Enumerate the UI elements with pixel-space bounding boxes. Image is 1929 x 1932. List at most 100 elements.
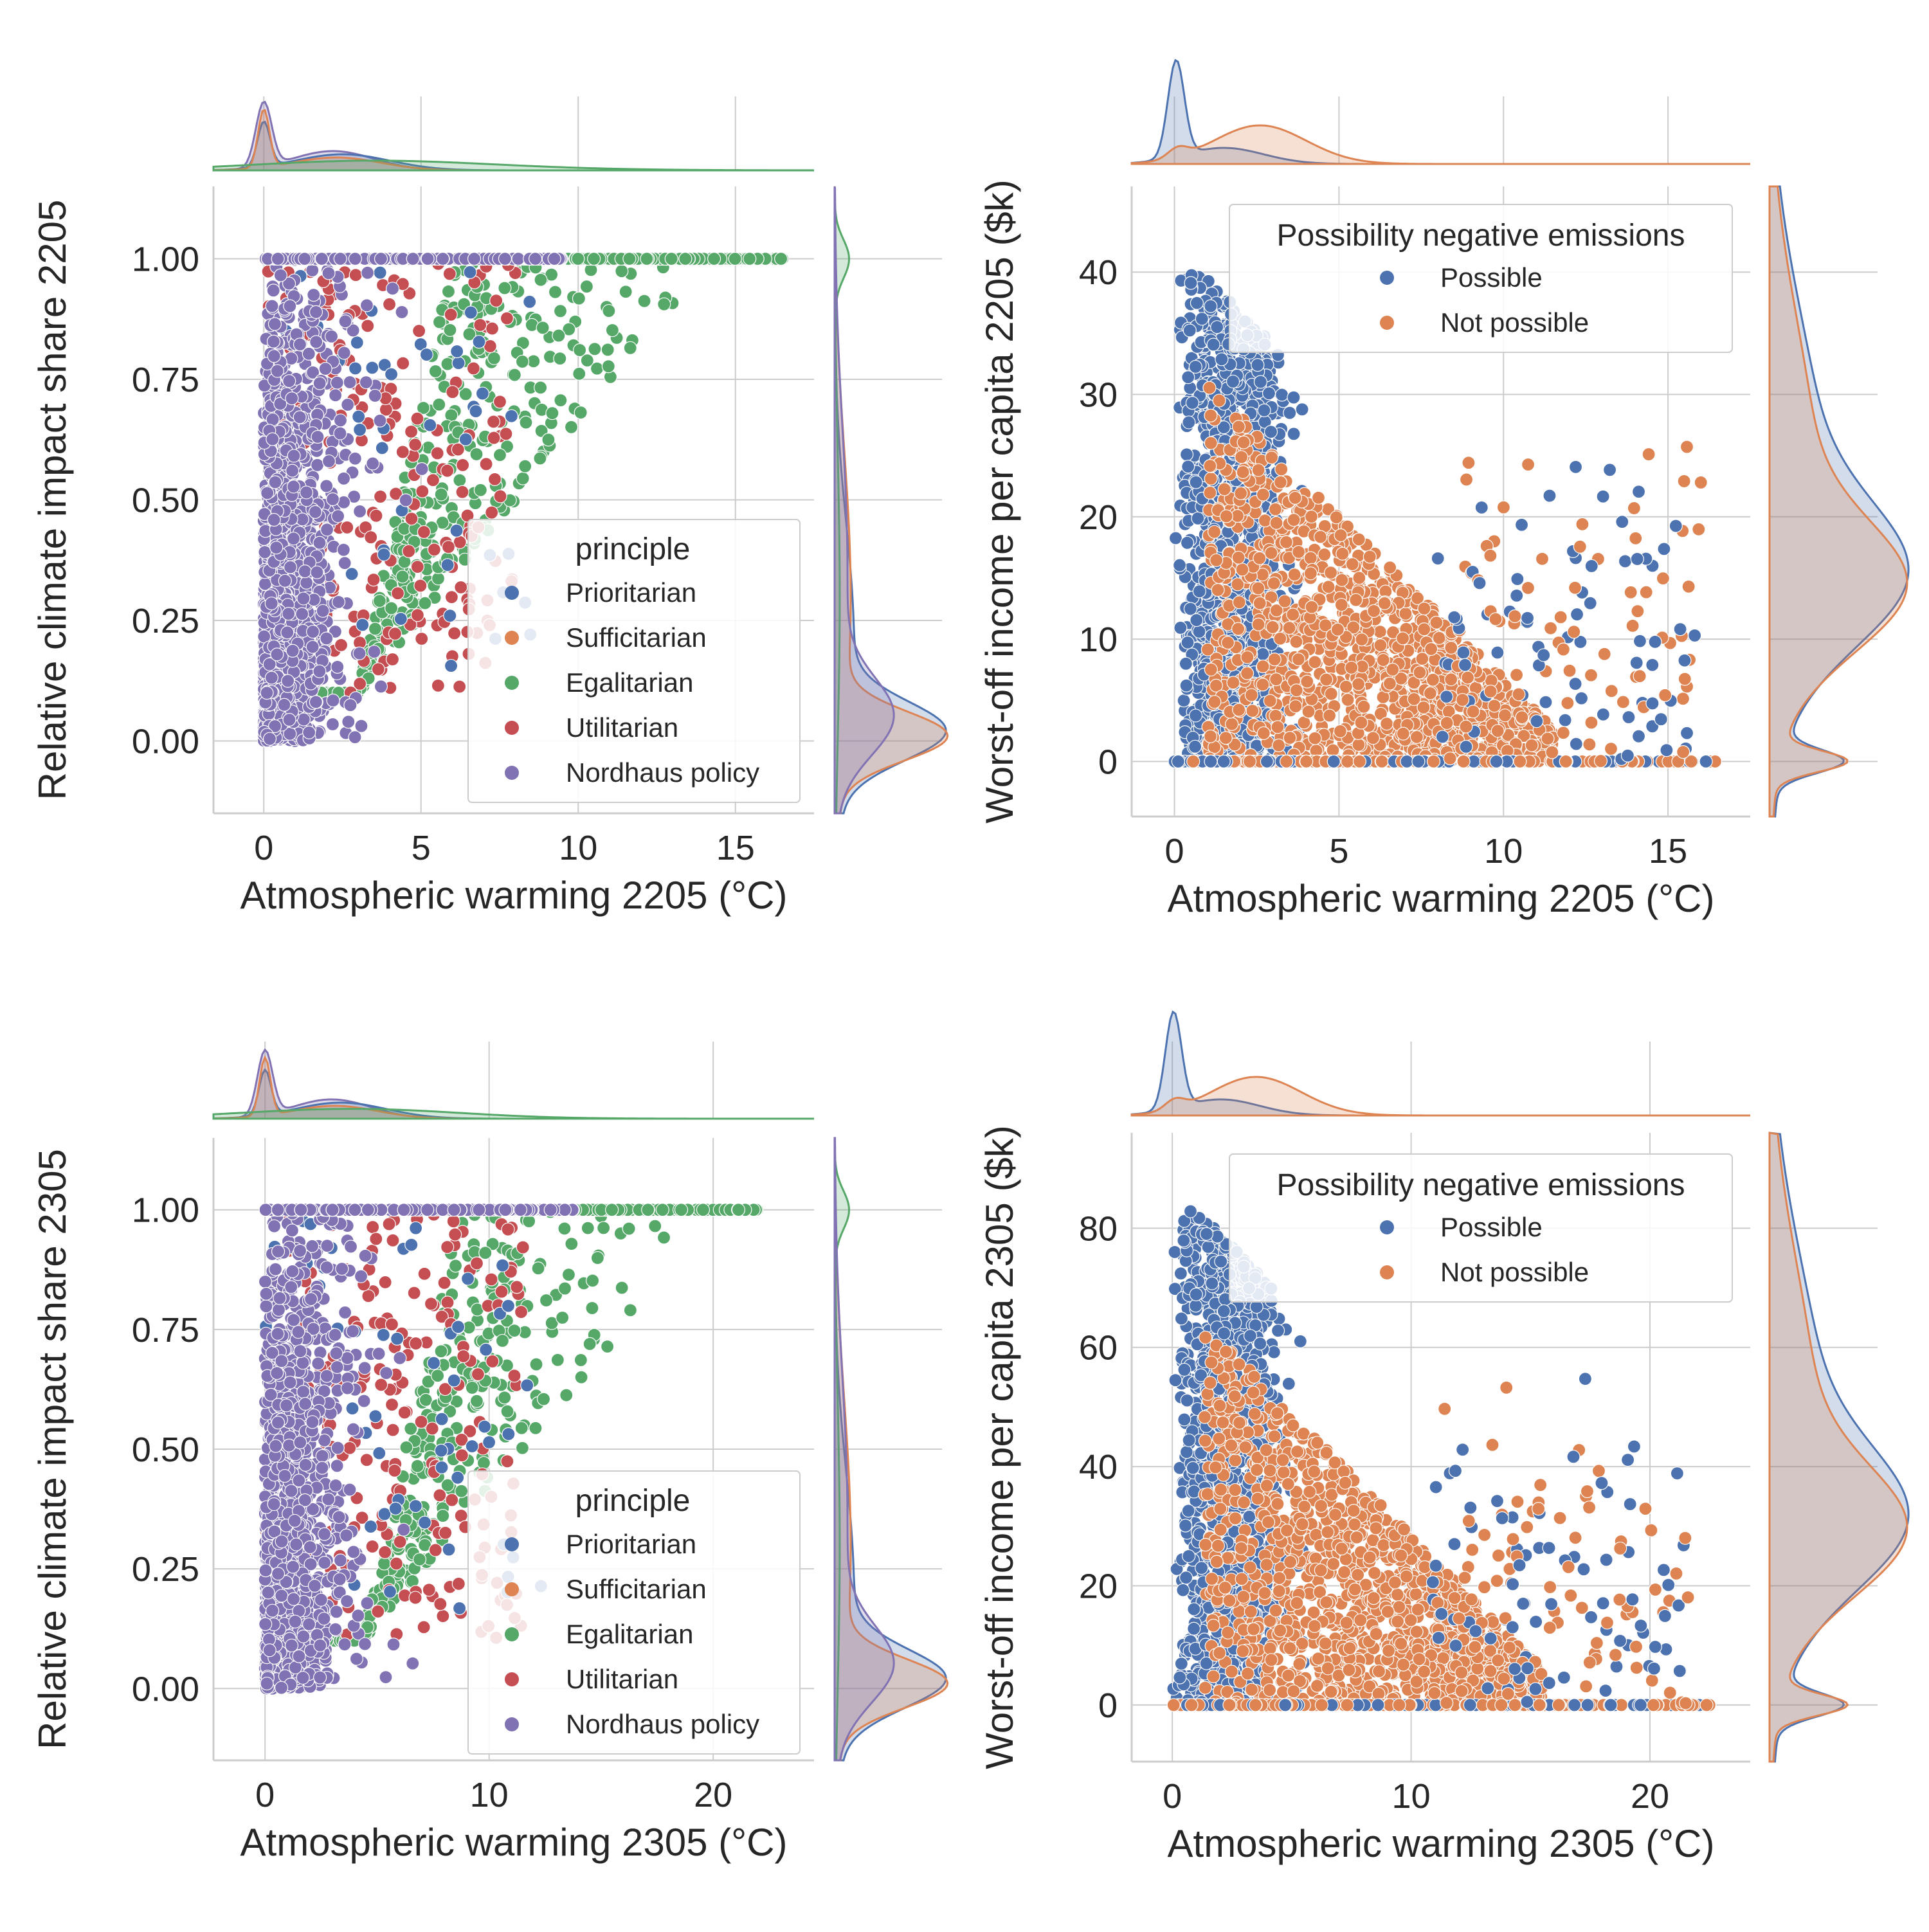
nordhaus-point: [468, 253, 481, 266]
not-possible-point: [1269, 709, 1282, 722]
nordhaus-point: [300, 486, 313, 499]
possible-point: [1186, 397, 1199, 410]
utilitarian-point: [415, 632, 428, 645]
prioritarian-point: [473, 336, 485, 348]
not-possible-point: [1272, 739, 1285, 752]
nordhaus-point: [298, 565, 311, 578]
egalitarian-point: [385, 602, 398, 615]
possible-point: [1181, 448, 1193, 461]
nordhaus-point: [334, 427, 347, 440]
nordhaus-point: [323, 455, 336, 467]
y-tick-label: 0.25: [132, 602, 199, 640]
utilitarian-point: [443, 267, 456, 280]
utilitarian-point: [487, 415, 500, 428]
nordhaus-point: [293, 338, 306, 351]
possible-point: [1181, 636, 1194, 649]
nordhaus-point: [278, 698, 291, 711]
nordhaus-point: [368, 646, 381, 658]
utilitarian-point: [372, 663, 385, 676]
utilitarian-point: [500, 312, 513, 325]
y-tick-label: 0.00: [132, 723, 199, 761]
not-possible-point: [1302, 705, 1315, 718]
nordhaus-point: [334, 414, 347, 427]
utilitarian-point: [446, 386, 459, 399]
egalitarian-point: [679, 253, 692, 266]
not-possible-point: [1384, 561, 1397, 574]
egalitarian-point: [546, 407, 559, 420]
y-tick-label: 0: [1098, 743, 1118, 781]
nordhaus-point: [321, 523, 334, 536]
possible-point: [1258, 404, 1271, 417]
egalitarian-point: [602, 360, 615, 373]
not-possible-point: [1201, 643, 1214, 656]
nordhaus-point: [283, 713, 296, 726]
nordhaus-point: [266, 433, 279, 446]
x-tick-label: 5: [1329, 832, 1348, 871]
legend-title: principle: [575, 532, 691, 566]
nordhaus-point: [374, 414, 386, 427]
nordhaus-point: [360, 299, 373, 312]
not-possible-point: [1267, 577, 1280, 590]
nordhaus-point: [286, 644, 299, 657]
egalitarian-point: [435, 488, 448, 501]
not-possible-point: [1265, 546, 1278, 559]
prioritarian-point: [523, 295, 536, 308]
utilitarian-point: [414, 579, 427, 592]
egalitarian-point: [519, 460, 532, 473]
y-tick-label: 1.00: [132, 240, 199, 279]
egalitarian-point: [487, 352, 500, 365]
legend: principlePrioritarianSufficitarianEgalit…: [468, 519, 800, 802]
nordhaus-point: [354, 505, 367, 518]
egalitarian-point: [624, 341, 637, 354]
egalitarian-point: [368, 622, 381, 635]
possible-point: [1287, 391, 1300, 404]
nordhaus-point: [267, 284, 280, 297]
egalitarian-point: [615, 265, 628, 278]
not-possible-point: [1204, 437, 1217, 449]
x-tick-label: 15: [1649, 832, 1687, 871]
legend-label: Prioritarian: [566, 577, 696, 608]
not-possible-point: [1226, 718, 1238, 730]
not-possible-point: [1246, 705, 1259, 718]
prioritarian-point: [350, 336, 363, 349]
nordhaus-point: [306, 640, 319, 653]
prioritarian-point: [441, 559, 454, 572]
nordhaus-point: [338, 472, 350, 485]
prioritarian-point: [464, 306, 477, 319]
not-possible-point: [1283, 622, 1296, 635]
possible-point: [1190, 296, 1203, 309]
utilitarian-point: [417, 526, 430, 539]
nordhaus-point: [548, 253, 561, 266]
possible-point: [1276, 388, 1289, 401]
nordhaus-point: [300, 576, 313, 589]
nordhaus-point: [307, 626, 320, 638]
egalitarian-point: [574, 343, 586, 356]
possible-point: [1263, 387, 1276, 400]
x-tick-label: 10: [559, 829, 597, 867]
legend-label: Sufficitarian: [566, 622, 707, 653]
nordhaus-point: [529, 253, 542, 266]
egalitarian-point: [743, 253, 756, 266]
utilitarian-point: [392, 587, 404, 600]
nordhaus-point: [298, 253, 311, 266]
possible-point: [1251, 359, 1264, 372]
nordhaus-point: [267, 513, 280, 526]
y-tick-label: 30: [1079, 375, 1118, 414]
utilitarian-point: [416, 485, 429, 498]
nordhaus-point: [287, 532, 300, 545]
possible-point: [1184, 602, 1197, 615]
utilitarian-point: [370, 509, 383, 522]
nordhaus-point: [498, 253, 511, 266]
egalitarian-point: [453, 474, 466, 487]
nordhaus-point: [367, 457, 379, 470]
x-tick-label: 10: [1484, 832, 1523, 871]
nordhaus-point: [386, 282, 399, 295]
possible-point: [1189, 360, 1202, 373]
utilitarian-point: [397, 357, 410, 370]
not-possible-point: [1235, 451, 1248, 464]
legend-marker: [505, 676, 519, 690]
nordhaus-point: [344, 699, 357, 712]
prioritarian-point: [451, 345, 464, 358]
nordhaus-point: [316, 604, 329, 617]
